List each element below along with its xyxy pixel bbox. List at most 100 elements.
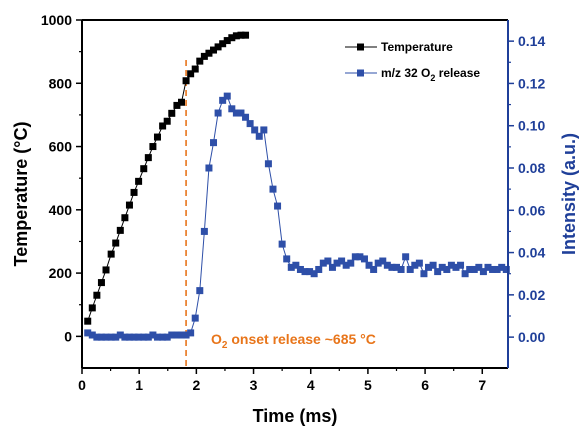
o2-point bbox=[168, 331, 176, 339]
o2-point bbox=[402, 253, 410, 261]
o2-point bbox=[338, 257, 346, 265]
temperature-point bbox=[125, 201, 133, 209]
o2-point bbox=[159, 333, 167, 341]
o2-point bbox=[130, 333, 138, 341]
o2-point bbox=[200, 227, 208, 235]
annotation-suffix: onset release ~685 °C bbox=[227, 331, 375, 347]
temperature-point bbox=[88, 304, 96, 312]
o2-point bbox=[255, 132, 263, 140]
x-tick-label: 4 bbox=[307, 377, 315, 393]
o2-point bbox=[232, 109, 240, 117]
o2-point bbox=[237, 109, 245, 117]
temperature-point bbox=[84, 317, 92, 325]
o2-point bbox=[112, 333, 120, 341]
axes: 0 1 2 3 4 5 6 7 0 200 400 600 800 1000 0.00 0.02 0.04 0.0… bbox=[11, 12, 579, 426]
o2-point bbox=[392, 263, 400, 271]
o2-point bbox=[242, 113, 250, 121]
y-right-tick-label: 0.10 bbox=[518, 118, 545, 134]
o2-point bbox=[140, 333, 148, 341]
temperature-point bbox=[237, 31, 245, 39]
y-left-tick-label: 1000 bbox=[41, 12, 72, 28]
o2-point bbox=[498, 263, 506, 271]
o2-point bbox=[153, 333, 161, 341]
o2-point bbox=[328, 263, 336, 271]
o2-point bbox=[466, 265, 474, 273]
temperature-point bbox=[130, 188, 138, 196]
o2-point bbox=[425, 263, 433, 271]
y-left-tick-label: 0 bbox=[64, 328, 72, 344]
o2-point bbox=[379, 257, 387, 265]
o2-point bbox=[93, 333, 101, 341]
legend-label-text: Temperature bbox=[381, 40, 453, 54]
x-tick-label: 7 bbox=[478, 377, 486, 393]
o2-point bbox=[182, 331, 190, 339]
o2-point bbox=[283, 255, 291, 263]
legend-label-text: m/z 32 O bbox=[381, 66, 430, 80]
o2-point bbox=[356, 253, 364, 261]
temperature-point bbox=[97, 279, 105, 287]
temperature-point bbox=[107, 250, 115, 258]
annotation-subscript: 2 bbox=[222, 340, 228, 351]
temperature-point bbox=[182, 77, 190, 85]
o2-point bbox=[360, 255, 368, 263]
y-right-tick-label: 0.08 bbox=[518, 160, 545, 176]
o2-point bbox=[177, 331, 185, 339]
series-group bbox=[84, 31, 510, 341]
o2-point bbox=[125, 333, 133, 341]
o2-point bbox=[296, 265, 304, 273]
o2-point bbox=[420, 270, 428, 278]
temperature-point bbox=[205, 49, 213, 57]
o2-point bbox=[149, 331, 157, 339]
temperature-point bbox=[173, 101, 181, 109]
o2-point bbox=[107, 333, 115, 341]
x-tick-label: 1 bbox=[135, 377, 143, 393]
y-right-tick-label: 0.04 bbox=[518, 245, 545, 261]
o2-point bbox=[415, 259, 423, 267]
o2-point bbox=[489, 265, 497, 273]
temperature-line bbox=[87, 34, 246, 322]
o2-point bbox=[374, 259, 382, 267]
o2-point bbox=[484, 263, 492, 271]
temperature-point bbox=[200, 52, 208, 60]
temperature-point bbox=[102, 266, 110, 274]
o2-point bbox=[365, 261, 373, 269]
o2-point bbox=[191, 314, 199, 322]
temperature-point bbox=[163, 117, 171, 125]
o2-point bbox=[406, 265, 414, 273]
legend-marker bbox=[357, 69, 364, 77]
o2-point bbox=[121, 333, 129, 341]
o2-point bbox=[278, 240, 286, 248]
y-left-tick-label: 600 bbox=[49, 139, 73, 155]
legend-label-suffix: release bbox=[435, 66, 480, 80]
temperature-point bbox=[196, 57, 204, 65]
temperature-point bbox=[214, 43, 222, 51]
o2-point bbox=[301, 268, 309, 276]
o2-point bbox=[287, 263, 295, 271]
temperature-point bbox=[191, 65, 199, 73]
temperature-point bbox=[210, 46, 218, 54]
o2-point bbox=[383, 261, 391, 269]
o2-point bbox=[324, 257, 332, 265]
o2-point bbox=[342, 261, 350, 269]
o2-point bbox=[260, 126, 268, 134]
o2-point bbox=[173, 331, 181, 339]
o2-line bbox=[87, 95, 507, 338]
o2-point bbox=[452, 263, 460, 271]
legend-label: m/z 32 O2 release bbox=[381, 66, 480, 83]
o2-point bbox=[116, 331, 124, 339]
o2-point bbox=[461, 270, 469, 278]
o2-point bbox=[411, 261, 419, 269]
o2-point bbox=[493, 265, 501, 273]
temperature-point bbox=[177, 98, 185, 106]
o2-point bbox=[210, 139, 218, 147]
o2-point bbox=[228, 105, 236, 113]
temperature-point bbox=[149, 143, 157, 151]
o2-point bbox=[310, 270, 318, 278]
o2-point bbox=[214, 109, 222, 117]
temperature-point bbox=[242, 31, 250, 39]
annotation: O2 onset release ~685 °C bbox=[211, 331, 376, 351]
legend-label: Temperature bbox=[381, 40, 453, 54]
temperature-point bbox=[116, 226, 124, 234]
o2-point bbox=[370, 265, 378, 273]
